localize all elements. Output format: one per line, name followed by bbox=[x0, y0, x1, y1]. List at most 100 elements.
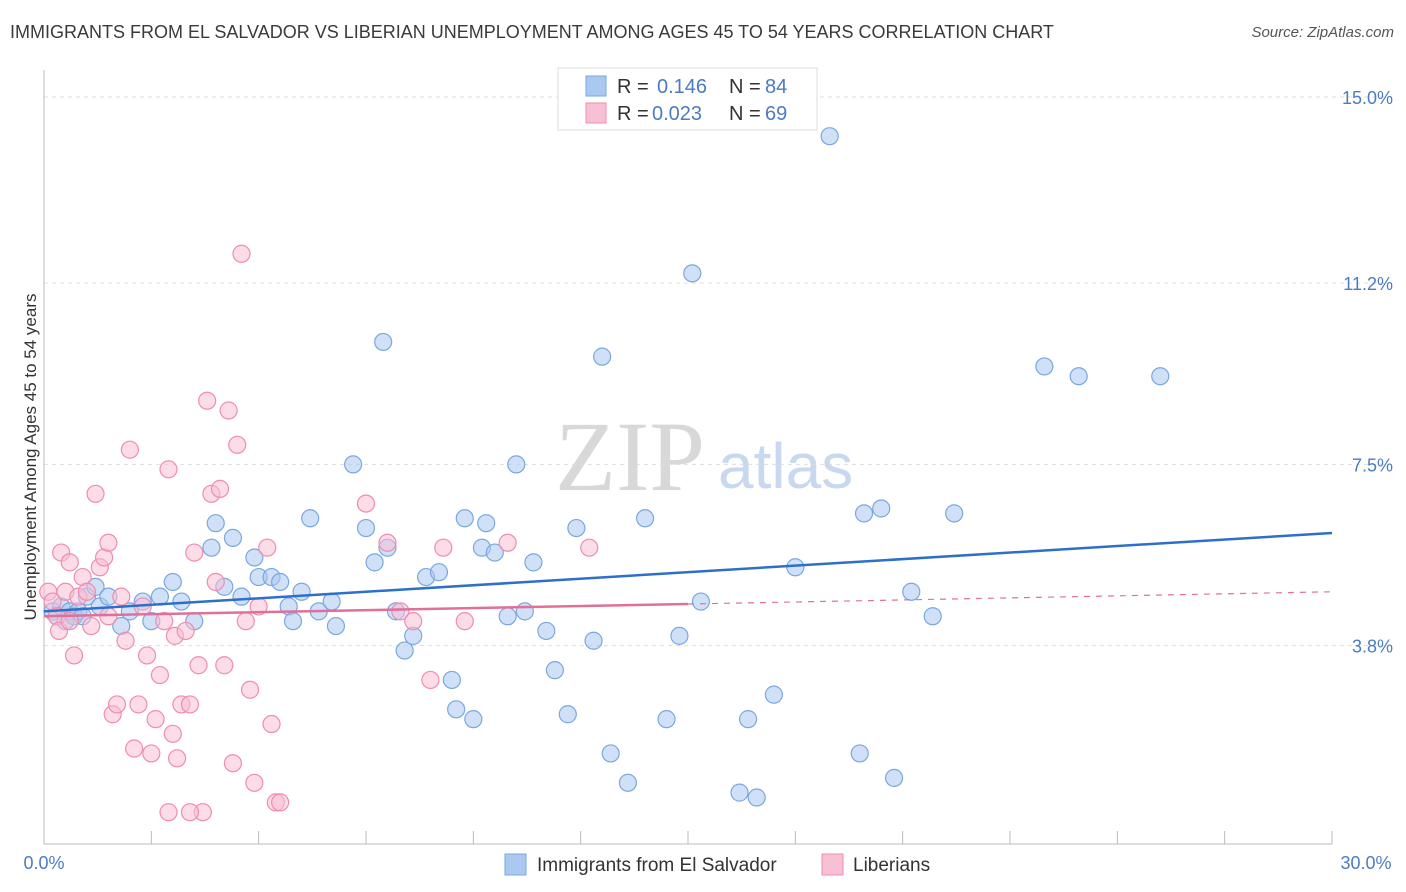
legend-n-value-blue: 84 bbox=[765, 76, 787, 98]
watermark-zip: ZIP bbox=[555, 401, 705, 512]
data-point bbox=[584, 631, 603, 650]
data-point bbox=[356, 518, 376, 538]
bottom-legend-swatch-blue bbox=[504, 853, 527, 876]
legend-n-value-pink: 69 bbox=[765, 103, 787, 125]
data-point bbox=[670, 626, 689, 645]
data-point bbox=[129, 695, 148, 714]
data-point bbox=[258, 538, 277, 557]
data-point bbox=[232, 587, 251, 606]
data-point bbox=[210, 479, 230, 498]
data-point bbox=[82, 616, 101, 636]
watermark: ZIP atlas bbox=[555, 401, 853, 512]
data-point bbox=[159, 803, 178, 822]
series-liberians-points bbox=[39, 244, 599, 822]
data-point bbox=[189, 656, 208, 675]
data-point bbox=[378, 533, 397, 552]
data-point bbox=[112, 587, 131, 606]
data-point bbox=[464, 710, 483, 729]
data-point bbox=[99, 533, 118, 552]
data-point bbox=[150, 587, 170, 606]
data-point bbox=[747, 788, 766, 807]
data-point bbox=[292, 582, 311, 601]
data-point bbox=[477, 514, 496, 533]
data-point bbox=[159, 460, 178, 479]
trend-lines bbox=[43, 531, 1333, 618]
data-point bbox=[945, 504, 964, 523]
legend-swatch-pink bbox=[585, 102, 607, 124]
data-point bbox=[1151, 367, 1170, 386]
data-point bbox=[116, 631, 135, 650]
data-point bbox=[485, 543, 504, 562]
data-point bbox=[198, 391, 217, 410]
source-credit: Source: ZipAtlas.com bbox=[1251, 24, 1394, 41]
data-point bbox=[498, 533, 517, 552]
data-point bbox=[176, 621, 195, 641]
data-point bbox=[322, 592, 341, 611]
data-point bbox=[185, 543, 204, 562]
data-point bbox=[442, 670, 461, 690]
data-point bbox=[683, 264, 702, 283]
data-point bbox=[326, 616, 346, 636]
data-point bbox=[923, 607, 942, 626]
data-point bbox=[206, 572, 225, 592]
data-point bbox=[137, 646, 157, 665]
data-point bbox=[236, 612, 255, 631]
trend-line-liberians-solid bbox=[43, 602, 689, 618]
data-point bbox=[854, 504, 874, 523]
data-point bbox=[593, 347, 612, 366]
data-point bbox=[434, 538, 453, 557]
data-point bbox=[219, 401, 238, 420]
legend-r-value-blue: 0.146 bbox=[657, 76, 707, 98]
data-point bbox=[404, 612, 423, 631]
gridlines bbox=[44, 96, 1392, 647]
data-point bbox=[245, 773, 264, 792]
data-point bbox=[507, 455, 526, 474]
bottom-legend: Immigrants from El Salvador Liberians bbox=[504, 853, 930, 876]
y-tick-label: 3.8% bbox=[1352, 637, 1393, 657]
data-point bbox=[232, 244, 251, 263]
data-point bbox=[301, 509, 320, 528]
data-point bbox=[558, 705, 577, 724]
data-point bbox=[64, 646, 84, 665]
data-point bbox=[391, 602, 410, 621]
bottom-legend-label-pink: Liberians bbox=[853, 855, 930, 876]
data-point bbox=[86, 484, 105, 503]
data-point bbox=[240, 680, 260, 699]
data-point bbox=[180, 695, 200, 714]
data-point bbox=[601, 744, 620, 763]
data-point bbox=[635, 509, 655, 528]
legend-r-label-blue: R = bbox=[617, 76, 649, 98]
data-point bbox=[356, 494, 376, 513]
y-axis-label: Unemployment Among Ages 45 to 54 years bbox=[21, 294, 40, 621]
data-point bbox=[515, 602, 534, 621]
data-point bbox=[691, 592, 710, 611]
data-point bbox=[429, 563, 449, 582]
data-point bbox=[820, 127, 839, 146]
data-point bbox=[245, 548, 264, 567]
chart-title: IMMIGRANTS FROM EL SALVADOR VS LIBERIAN … bbox=[10, 22, 1054, 42]
data-point bbox=[262, 714, 281, 734]
legend-swatch-blue bbox=[585, 75, 607, 97]
data-point bbox=[498, 607, 517, 626]
y-tick-labels: 3.8% 7.5% 11.2% 15.0% bbox=[1342, 88, 1393, 657]
data-point bbox=[786, 558, 805, 577]
data-point bbox=[618, 773, 637, 792]
data-point bbox=[283, 612, 303, 631]
data-point bbox=[223, 528, 243, 547]
data-point bbox=[150, 665, 170, 685]
data-point bbox=[167, 749, 187, 768]
data-point bbox=[545, 661, 565, 680]
data-point bbox=[206, 514, 225, 533]
data-point bbox=[107, 695, 127, 714]
data-point bbox=[872, 499, 891, 518]
data-point bbox=[580, 538, 599, 557]
data-point bbox=[1035, 357, 1054, 376]
data-point bbox=[228, 435, 247, 454]
data-point bbox=[567, 518, 586, 538]
data-point bbox=[374, 332, 393, 352]
data-point bbox=[365, 553, 384, 572]
x-tick-label-min: 0.0% bbox=[23, 853, 64, 873]
data-point bbox=[215, 656, 234, 675]
data-point bbox=[850, 744, 869, 763]
data-point bbox=[1069, 367, 1088, 386]
